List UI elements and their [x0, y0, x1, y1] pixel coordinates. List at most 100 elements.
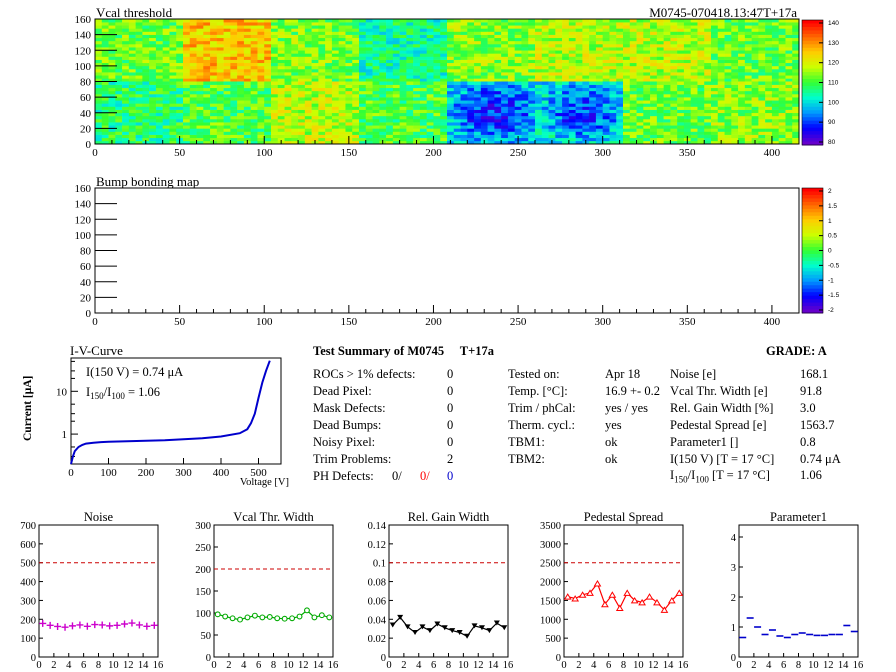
vcal-cell	[379, 56, 387, 60]
vcal-cell	[629, 50, 637, 54]
vcal-cell	[643, 59, 651, 64]
vcal-cell	[487, 75, 495, 79]
vcal-cell	[629, 115, 637, 120]
vcal-cell	[325, 84, 333, 89]
vcal-cell	[460, 34, 468, 39]
vcal-cell	[149, 78, 157, 82]
vcal-cell	[656, 31, 664, 35]
vcal-cell	[683, 50, 691, 54]
data-point	[143, 622, 151, 630]
vcal-cell	[135, 59, 143, 64]
vcal-cell	[210, 100, 218, 104]
vcal-cell	[230, 87, 238, 92]
vcal-cell	[548, 44, 556, 48]
vcal-cell	[325, 81, 333, 85]
vcal-cell	[95, 109, 103, 114]
data-point	[91, 621, 99, 629]
vcal-cell	[548, 128, 556, 132]
vcal-cell	[372, 25, 380, 29]
vcal-cell	[250, 28, 258, 32]
vcal-cell	[183, 19, 191, 23]
vcal-cell	[771, 19, 779, 23]
iv-x-tick-label: 100	[100, 467, 117, 479]
vcal-cell	[318, 122, 326, 126]
vcal-cell	[331, 84, 339, 89]
vcal-cell	[575, 53, 583, 57]
vcal-cell	[142, 87, 150, 92]
vcal-cell	[595, 140, 603, 145]
vcal-cell	[372, 81, 380, 85]
vcal-cell	[264, 87, 272, 92]
bump-axes: 0 50 100 150 200 250 300 350 4000204060801001201…	[75, 183, 781, 328]
vcal-cell	[514, 72, 522, 76]
vcal-cell	[460, 137, 468, 142]
vcal-cell	[704, 59, 712, 64]
measurement-row-label: Rel. Gain Width [%]	[670, 401, 774, 415]
vcal-cell	[589, 140, 597, 145]
vcal-cell	[616, 75, 624, 79]
data-point	[222, 613, 229, 620]
vcal-cell	[440, 125, 448, 129]
vcal-cell	[210, 47, 218, 51]
vcal-cell	[453, 122, 461, 126]
vcal-cell	[623, 59, 631, 64]
vcal-cell	[189, 75, 197, 79]
vcal-cell	[765, 50, 773, 54]
vcal-cell	[771, 75, 779, 79]
vcal-cell	[155, 59, 163, 64]
vcal-cell	[135, 119, 143, 123]
vcal-cell	[751, 72, 759, 76]
vcal-cell	[155, 131, 163, 135]
vcal-cell	[643, 28, 651, 32]
vcal-cell	[562, 84, 570, 89]
vcal-cell	[663, 50, 671, 54]
vcal-cell	[636, 37, 644, 42]
vcal-cell	[487, 109, 495, 114]
vcal-cell	[149, 72, 157, 76]
vcal-cell	[237, 94, 245, 98]
vcal-cell	[257, 44, 265, 48]
vcal-cell	[372, 40, 380, 45]
vcal-cell	[135, 25, 143, 29]
vcal-cell	[230, 115, 238, 120]
vcal-cell	[284, 40, 292, 45]
vcal-cell	[122, 87, 130, 92]
vcal-cell	[629, 134, 637, 139]
vcal-cell	[196, 97, 204, 101]
vcal-cell	[744, 97, 752, 101]
vcal-cell	[765, 44, 773, 48]
vcal-cell	[771, 106, 779, 110]
vcal-cell	[135, 97, 143, 101]
vcal-cell	[521, 137, 529, 142]
vcal-cell	[406, 87, 414, 92]
vcal-cell	[128, 106, 136, 110]
vcal-cell	[399, 75, 407, 79]
vcal-cell	[467, 97, 475, 101]
vcal-cell	[271, 81, 279, 85]
vcal-cell	[379, 128, 387, 132]
vcal-cell	[501, 90, 509, 95]
x-tick-label: 0	[92, 147, 98, 159]
vcal-cell	[480, 59, 488, 64]
vcal-cell	[399, 53, 407, 57]
vcal-cell	[683, 84, 691, 89]
vcal-cell	[636, 47, 644, 51]
vcal-cell	[413, 47, 421, 51]
vcal-cell	[440, 31, 448, 35]
vcal-cell	[264, 25, 272, 29]
data-point	[237, 616, 243, 623]
vcal-cell	[115, 25, 123, 29]
vcal-cell	[541, 106, 549, 110]
vcal-cell	[724, 22, 732, 26]
vcal-cell	[650, 90, 658, 95]
vcal-cell	[257, 84, 265, 89]
vcal-cell	[467, 28, 475, 32]
x-tick-label: 250	[510, 316, 527, 328]
colorbar-label: -1	[828, 277, 834, 284]
vcal-cell	[426, 34, 434, 39]
vcal-cell	[785, 37, 793, 42]
vcal-cell	[155, 50, 163, 54]
vcal-cell	[494, 69, 502, 73]
vcal-cell	[771, 90, 779, 95]
vcal-cell	[670, 81, 678, 85]
